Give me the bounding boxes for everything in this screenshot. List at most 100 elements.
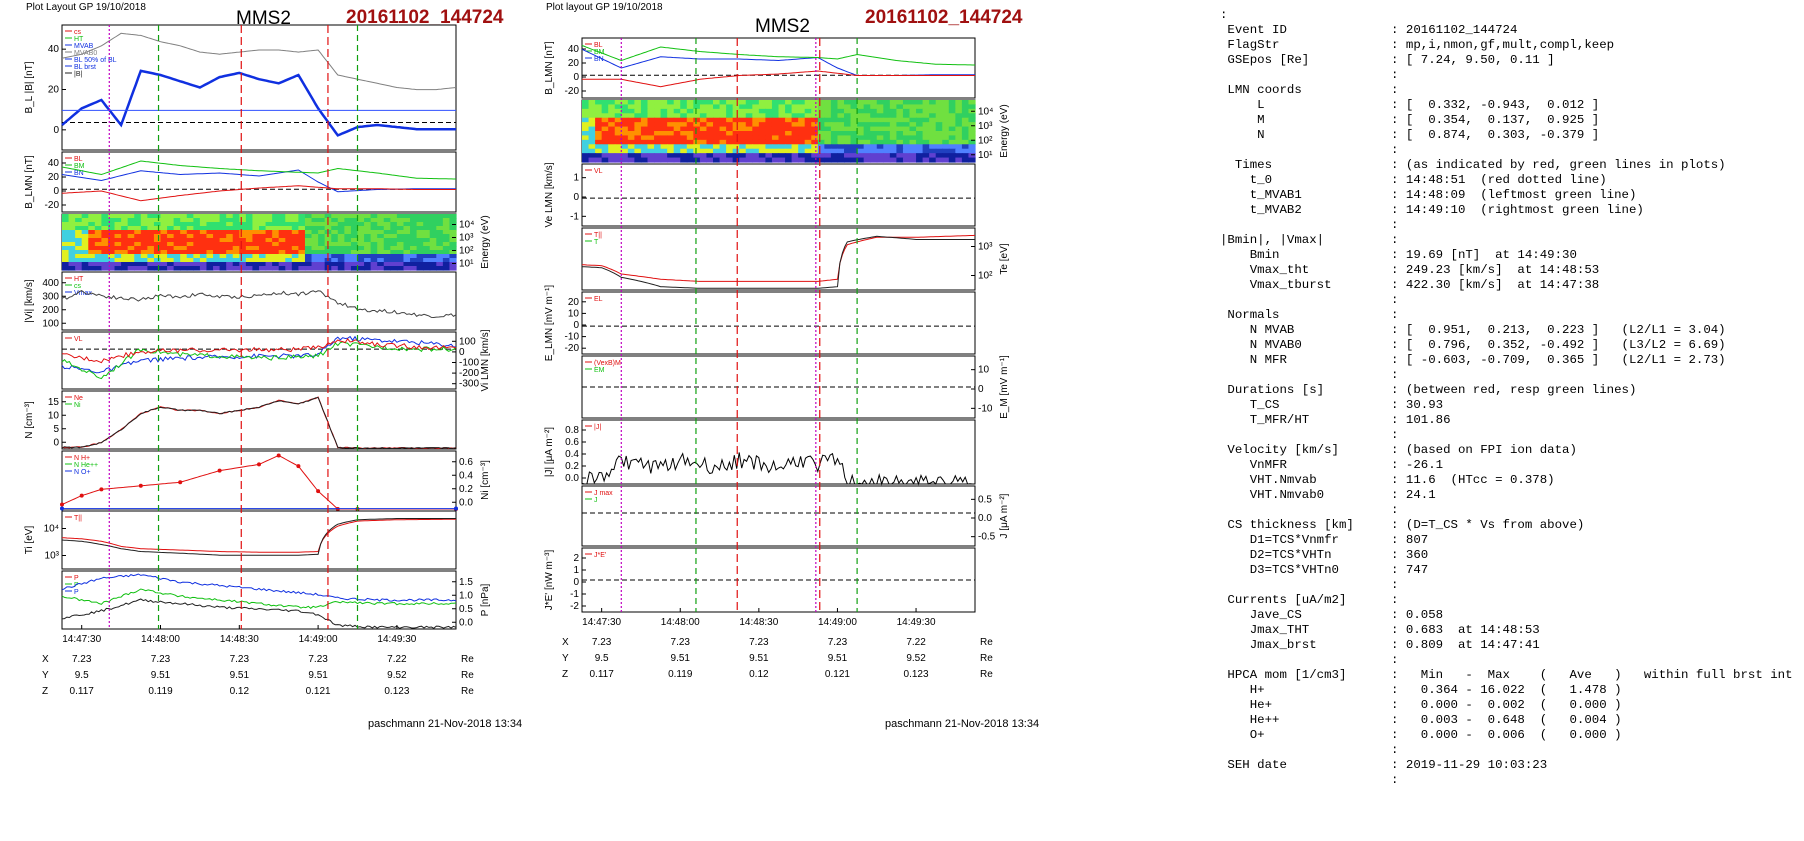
spectrogram-cell	[259, 218, 267, 223]
spectrogram-cell	[647, 131, 655, 137]
spectrogram-cell	[396, 258, 405, 263]
spectrogram-cell	[699, 104, 708, 110]
spectrogram-cell	[758, 117, 766, 123]
spectrogram-cell	[147, 246, 155, 251]
spectrogram-cell	[627, 104, 635, 110]
spectrogram-cell	[186, 234, 194, 239]
spectrogram-cell	[442, 218, 451, 223]
spectrogram-cell	[850, 100, 858, 106]
spectrogram-cell	[889, 131, 897, 137]
info-line: Event ID : 20161102_144724	[1220, 23, 1518, 37]
spectrogram-cell	[62, 266, 70, 271]
spectrogram-cell	[595, 100, 603, 106]
spectrogram-cell	[752, 148, 760, 154]
spectrogram-cell	[713, 113, 721, 119]
spectrogram-cell	[278, 246, 286, 251]
spectrogram-cell	[127, 230, 135, 235]
spectrogram-cell	[134, 246, 142, 251]
position-value: 0.119	[148, 686, 173, 697]
spectrogram-cell	[686, 153, 694, 159]
spectrogram-cell	[667, 117, 675, 123]
spectrogram-cell	[160, 242, 168, 247]
spectrogram-cell	[627, 117, 635, 123]
spectrogram-cell	[686, 104, 694, 110]
spectrogram-cell	[298, 218, 306, 223]
spectrogram-cell	[350, 222, 359, 227]
spectrogram-cell	[889, 100, 897, 106]
spectrogram-cell	[265, 246, 273, 251]
spectrogram-cell	[706, 144, 714, 150]
spectrogram-cell	[608, 157, 616, 163]
spectrogram-cell	[68, 222, 76, 227]
spectrogram-cell	[147, 266, 155, 271]
spectrogram-cell	[81, 226, 89, 231]
info-line: D1=TCS*Vnmfr : 807	[1220, 533, 1429, 547]
spectrogram-cell	[62, 246, 70, 251]
spectrogram-cell	[390, 238, 398, 243]
spectrogram-cell	[660, 108, 668, 114]
spectrogram-cell	[621, 104, 629, 110]
spectrogram-cell	[660, 148, 668, 154]
spectrogram-cell	[817, 157, 825, 163]
spectrogram-cell	[390, 242, 398, 247]
position-value: 9.51	[151, 670, 171, 681]
spectrogram-cell	[331, 242, 339, 247]
spectrogram-cell	[226, 214, 234, 219]
y-axis-label: Vi LMN [km/s]	[480, 329, 491, 391]
spectrogram-cell	[318, 266, 326, 271]
spectrogram-cell	[922, 131, 930, 137]
spectrogram-cell	[127, 214, 135, 219]
spectrogram-cell	[817, 135, 825, 141]
spectrogram-cell	[153, 230, 162, 235]
spectrogram-cell	[88, 266, 96, 271]
spectrogram-cell	[686, 139, 694, 145]
spectrogram-cell	[896, 153, 904, 159]
spectrogram-cell	[245, 230, 254, 235]
y-axis-label: Energy (eV)	[999, 104, 1010, 157]
spectrogram-cell	[272, 234, 280, 239]
spectrogram-cell	[75, 222, 83, 227]
spectrogram-cell	[896, 104, 904, 110]
spectrogram-cell	[403, 250, 411, 255]
spectrogram-cell	[199, 254, 208, 259]
spectrogram-cell	[804, 104, 812, 110]
spectrogram-cell	[370, 234, 378, 239]
spectrogram-cell	[252, 250, 260, 255]
spectrogram-cell	[876, 126, 884, 132]
panel-frame	[61, 331, 457, 390]
spectrogram-cell	[817, 126, 825, 132]
data-point	[257, 462, 261, 467]
spectrogram-cell	[278, 250, 286, 255]
y-tick-label: 20	[568, 297, 580, 308]
spectrogram-cell	[693, 148, 701, 154]
spectrogram-cell	[876, 148, 884, 154]
spectrogram-cell	[337, 234, 345, 239]
spectrogram-cell	[640, 117, 649, 123]
spectrogram-cell	[364, 254, 372, 259]
spectrogram-cell	[403, 262, 411, 267]
y-tick-label: 10	[568, 308, 580, 319]
spectrogram-cell	[153, 262, 162, 267]
spectrogram-cell	[311, 226, 319, 231]
info-line: Jave_CS : 0.058	[1220, 608, 1444, 622]
spectrogram-cell	[291, 250, 299, 255]
spectrogram-cell	[278, 230, 286, 235]
spectrogram-cell	[180, 242, 188, 247]
spectrogram-cell	[436, 246, 444, 251]
spectrogram-cell	[442, 214, 451, 219]
spectrogram-cell	[331, 262, 339, 267]
spectrogram-cell	[252, 226, 260, 231]
spectrogram-cell	[68, 234, 76, 239]
spectrogram-cell	[804, 153, 812, 159]
spectrogram-cell	[595, 126, 603, 132]
spectrogram-cell	[758, 153, 766, 159]
spectrogram-cell	[667, 100, 675, 106]
spectrogram-cell	[863, 100, 871, 106]
spectrogram-cell	[245, 218, 254, 223]
spectrogram-cell	[929, 157, 937, 163]
position-unit: Re	[980, 653, 993, 664]
y-tick-label: 0	[573, 577, 579, 588]
spectrogram-cell	[916, 117, 924, 123]
spectrogram-cell	[608, 144, 616, 150]
position-unit: Re	[980, 669, 993, 680]
